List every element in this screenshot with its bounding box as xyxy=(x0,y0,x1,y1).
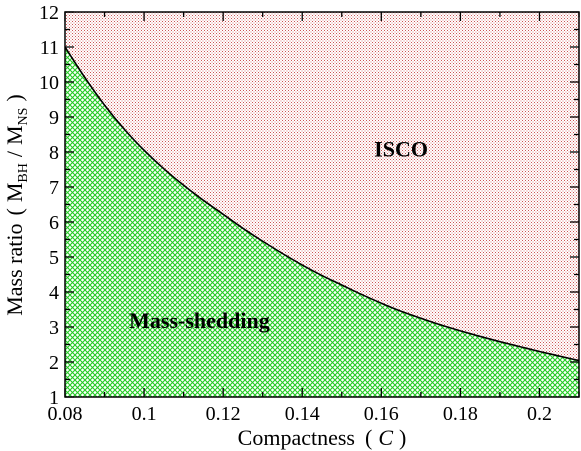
x-tick-label: 0.16 xyxy=(364,403,399,425)
y-axis-title-denominator: M xyxy=(2,125,27,145)
y-tick-label: 10 xyxy=(39,72,59,94)
x-axis-title-variable: C xyxy=(378,425,393,450)
y-tick-label: 5 xyxy=(49,247,59,269)
x-tick-label: 0.2 xyxy=(527,403,552,425)
x-axis-title-close-paren: ) xyxy=(399,425,406,450)
y-axis-title-denominator-sub: NS xyxy=(16,108,31,126)
y-axis-title-open-paren: ( xyxy=(2,208,27,215)
y-tick-label: 2 xyxy=(49,352,59,374)
x-axis-title-text: Compactness xyxy=(238,425,355,450)
y-axis-title-text: Mass ratio xyxy=(2,224,27,316)
y-tick-label: 3 xyxy=(49,317,59,339)
x-tick-label: 0.1 xyxy=(132,403,157,425)
x-axis-title: Compactness (C) xyxy=(238,425,407,450)
y-axis-title-slash: / xyxy=(2,150,27,157)
x-tick-label: 0.08 xyxy=(48,403,83,425)
y-axis-title-close-paren: ) xyxy=(2,94,27,101)
y-tick-label: 6 xyxy=(49,212,59,234)
y-tick-label: 11 xyxy=(40,37,59,59)
mass-shedding-region xyxy=(65,47,579,397)
y-tick-label: 9 xyxy=(49,107,59,129)
y-tick-label: 1 xyxy=(49,387,59,409)
isco-region xyxy=(65,12,579,361)
y-axis-title: Mass ratio(MBH/MNS) xyxy=(2,94,31,316)
y-axis-title-numerator: M xyxy=(2,183,27,203)
x-tick-label: 0.14 xyxy=(285,403,320,425)
y-axis-title-numerator-sub: BH xyxy=(16,163,31,182)
x-tick-label: 0.18 xyxy=(443,403,478,425)
x-axis-title-open-paren: ( xyxy=(365,425,372,450)
region-label-mass-shedding: Mass-shedding xyxy=(129,308,270,333)
region-label-isco: ISCO xyxy=(374,137,428,162)
y-tick-label: 8 xyxy=(49,142,59,164)
y-tick-label: 7 xyxy=(49,177,59,199)
y-tick-label: 12 xyxy=(39,2,59,24)
axis-ticks xyxy=(64,11,580,398)
boundary-curve xyxy=(65,46,579,362)
x-tick-label: 0.12 xyxy=(206,403,241,425)
y-tick-label: 4 xyxy=(49,282,59,304)
